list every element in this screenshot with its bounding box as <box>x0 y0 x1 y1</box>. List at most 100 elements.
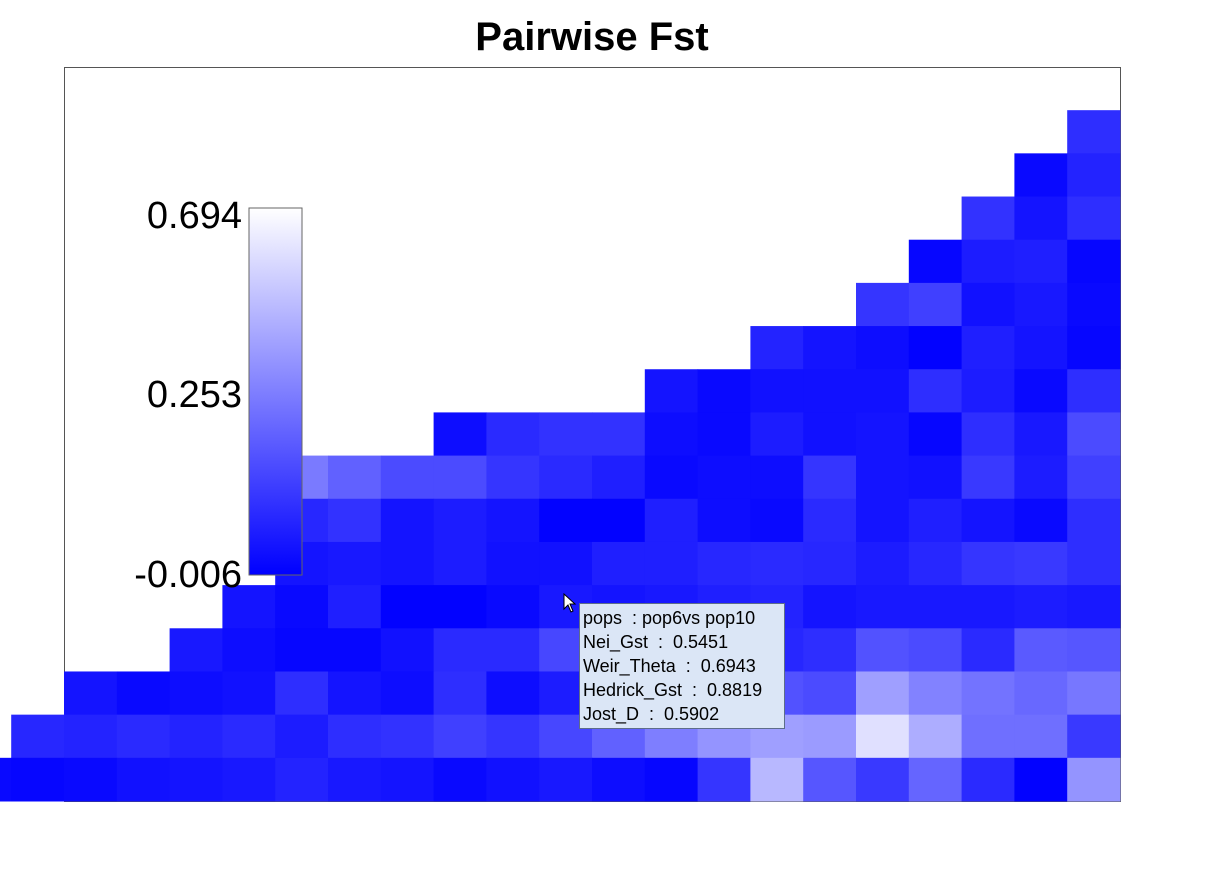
heatmap-cell[interactable] <box>380 585 435 629</box>
heatmap-cell[interactable] <box>1067 585 1121 629</box>
heatmap-cell[interactable] <box>908 628 963 672</box>
heatmap-cell[interactable] <box>908 455 963 500</box>
heatmap-cell[interactable] <box>908 326 963 370</box>
heatmap-cell[interactable] <box>275 585 329 629</box>
heatmap-cell[interactable] <box>856 585 910 629</box>
heatmap-cell[interactable] <box>1067 326 1121 370</box>
heatmap-cell[interactable] <box>803 757 857 802</box>
heatmap-cell[interactable] <box>380 671 435 716</box>
heatmap-cell[interactable] <box>486 412 540 457</box>
heatmap-cell[interactable] <box>961 282 1015 327</box>
heatmap-cell[interactable] <box>433 671 487 716</box>
heatmap-cell[interactable] <box>856 541 910 586</box>
heatmap-cell[interactable] <box>222 671 276 716</box>
heatmap-cell[interactable] <box>1014 714 1068 759</box>
heatmap-cell[interactable] <box>275 757 329 802</box>
heatmap-cell[interactable] <box>592 757 646 802</box>
heatmap-cell[interactable] <box>328 585 382 629</box>
heatmap-cell[interactable] <box>486 498 540 543</box>
heatmap-cell[interactable] <box>1014 282 1068 327</box>
heatmap-cell[interactable] <box>856 671 910 716</box>
heatmap-cell[interactable] <box>1067 412 1121 457</box>
heatmap-cell[interactable] <box>908 541 963 586</box>
heatmap-cell[interactable] <box>1014 498 1068 543</box>
heatmap-cell[interactable] <box>64 757 118 802</box>
heatmap-cell[interactable] <box>697 757 751 802</box>
heatmap-cell[interactable] <box>908 714 963 759</box>
heatmap-cell[interactable] <box>539 541 593 586</box>
heatmap-cell[interactable] <box>961 196 1015 241</box>
heatmap-cell[interactable] <box>908 412 963 457</box>
heatmap-cell[interactable] <box>116 757 171 802</box>
heatmap-cell[interactable] <box>1014 369 1068 413</box>
heatmap-cell[interactable] <box>116 714 171 759</box>
heatmap-cell[interactable] <box>697 412 751 457</box>
heatmap-cell[interactable] <box>644 498 699 543</box>
heatmap-cell[interactable] <box>803 369 857 413</box>
heatmap-cell[interactable] <box>433 585 487 629</box>
heatmap-cell[interactable] <box>856 757 910 802</box>
heatmap-cell[interactable] <box>908 585 963 629</box>
heatmap-cell[interactable] <box>222 628 276 672</box>
heatmap-cell[interactable] <box>433 541 487 586</box>
heatmap-cell[interactable] <box>222 585 276 629</box>
heatmap-cell[interactable] <box>803 326 857 370</box>
heatmap-cell[interactable] <box>433 714 487 759</box>
heatmap-cell[interactable] <box>380 455 435 500</box>
heatmap-cell[interactable] <box>380 628 435 672</box>
heatmap-cell[interactable] <box>1014 326 1068 370</box>
heatmap-cell[interactable] <box>1067 196 1121 241</box>
heatmap-cell[interactable] <box>486 714 540 759</box>
heatmap-cell[interactable] <box>803 585 857 629</box>
heatmap-cell[interactable] <box>1014 455 1068 500</box>
heatmap-cell[interactable] <box>169 757 223 802</box>
heatmap-cell[interactable] <box>697 498 751 543</box>
heatmap-cell[interactable] <box>1014 153 1068 198</box>
heatmap-cell[interactable] <box>486 628 540 672</box>
heatmap-cell[interactable] <box>328 455 382 500</box>
heatmap-cell[interactable] <box>961 498 1015 543</box>
heatmap-cell[interactable] <box>644 541 699 586</box>
heatmap-cell[interactable] <box>222 757 276 802</box>
heatmap-cell[interactable] <box>486 671 540 716</box>
heatmap-cell[interactable] <box>750 498 804 543</box>
heatmap-cell[interactable] <box>169 671 223 716</box>
heatmap-cell[interactable] <box>803 541 857 586</box>
heatmap-cell[interactable] <box>856 714 910 759</box>
heatmap-cell[interactable] <box>539 757 593 802</box>
heatmap-cell[interactable] <box>328 671 382 716</box>
heatmap-cell[interactable] <box>169 628 223 672</box>
heatmap-cell[interactable] <box>1014 541 1068 586</box>
heatmap-cell[interactable] <box>803 455 857 500</box>
heatmap-cell[interactable] <box>1014 628 1068 672</box>
heatmap-cell[interactable] <box>592 541 646 586</box>
heatmap-cell[interactable] <box>961 628 1015 672</box>
heatmap-cell[interactable] <box>961 585 1015 629</box>
heatmap-cell[interactable] <box>1067 110 1121 154</box>
heatmap-cell[interactable] <box>856 282 910 327</box>
heatmap-cell[interactable] <box>328 628 382 672</box>
heatmap-cell[interactable] <box>1014 412 1068 457</box>
heatmap-cell[interactable] <box>908 282 963 327</box>
heatmap-cell[interactable] <box>380 541 435 586</box>
heatmap-cell[interactable] <box>380 714 435 759</box>
heatmap-cell[interactable] <box>961 714 1015 759</box>
heatmap-cell[interactable] <box>856 498 910 543</box>
heatmap-cell[interactable] <box>433 455 487 500</box>
heatmap-cell[interactable] <box>908 671 963 716</box>
heatmap-cell[interactable] <box>803 628 857 672</box>
heatmap-cell[interactable] <box>328 714 382 759</box>
heatmap-cell[interactable] <box>1067 153 1121 198</box>
heatmap-cell[interactable] <box>64 714 118 759</box>
heatmap-cell[interactable] <box>961 671 1015 716</box>
heatmap-cell[interactable] <box>1014 239 1068 284</box>
heatmap-cell[interactable] <box>592 455 646 500</box>
heatmap-cell[interactable] <box>328 757 382 802</box>
heatmap-cell[interactable] <box>11 757 65 802</box>
heatmap-cell[interactable] <box>1067 671 1121 716</box>
heatmap-cell[interactable] <box>961 369 1015 413</box>
heatmap-cell[interactable] <box>1067 282 1121 327</box>
heatmap-cell[interactable] <box>1067 757 1121 802</box>
heatmap-cell[interactable] <box>961 412 1015 457</box>
heatmap-cell[interactable] <box>486 585 540 629</box>
